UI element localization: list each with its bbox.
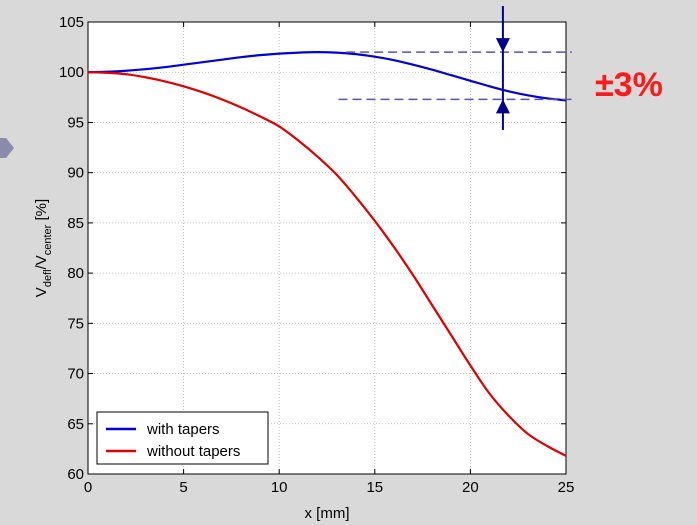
plot-frame bbox=[87, 21, 567, 475]
down-arrow-icon bbox=[495, 38, 510, 53]
legend-label-with-tapers: with tapers bbox=[146, 421, 220, 438]
tick-labels: 0 5 10 15 20 25 60 65 70 75 80 85 90 95 100 105 bbox=[59, 14, 574, 496]
y-label-sub1: defl bbox=[42, 269, 54, 287]
legend-box bbox=[96, 411, 269, 465]
y-tick-label: 90 bbox=[67, 165, 84, 182]
y-label-prefix: V bbox=[33, 287, 50, 297]
up-arrow-icon bbox=[495, 99, 510, 114]
y-tick-label: 85 bbox=[67, 215, 84, 232]
tolerance-annotations bbox=[338, 6, 572, 130]
legend: with tapers without tapers bbox=[96, 411, 269, 465]
y-tick-label: 65 bbox=[67, 416, 84, 433]
series-lines bbox=[87, 51, 567, 457]
x-tick-label: 20 bbox=[462, 479, 479, 496]
series-line-with-tapers bbox=[87, 51, 567, 102]
y-label-middle: /V bbox=[33, 255, 50, 269]
grid-lines bbox=[88, 22, 566, 474]
x-tick-label: 10 bbox=[271, 479, 288, 496]
x-tick-label: 15 bbox=[366, 479, 383, 496]
x-tick-label: 5 bbox=[179, 479, 187, 496]
tolerance-label: ±3% bbox=[595, 66, 663, 104]
x-tick-label: 25 bbox=[558, 479, 575, 496]
y-tick-label: 75 bbox=[67, 315, 84, 332]
y-tick-label: 95 bbox=[67, 114, 84, 131]
y-tick-label: 80 bbox=[67, 265, 84, 282]
y-label-suffix: [%] bbox=[33, 199, 50, 225]
plot-area bbox=[88, 22, 566, 474]
legend-label-without-tapers: without tapers bbox=[146, 443, 240, 460]
y-tick-label: 70 bbox=[67, 366, 84, 383]
y-tick-label: 105 bbox=[59, 14, 84, 31]
y-axis-label: Vdefl/Vcenter [%] bbox=[33, 199, 54, 297]
y-label-sub2: center bbox=[42, 224, 54, 255]
x-tick-label: 0 bbox=[84, 479, 92, 496]
x-axis-label: x [mm] bbox=[305, 505, 350, 522]
slide-nav-arrow-icon bbox=[0, 138, 14, 158]
y-tick-label: 60 bbox=[67, 466, 84, 483]
series-line-without-tapers bbox=[87, 71, 567, 457]
y-tick-label: 100 bbox=[59, 64, 84, 81]
